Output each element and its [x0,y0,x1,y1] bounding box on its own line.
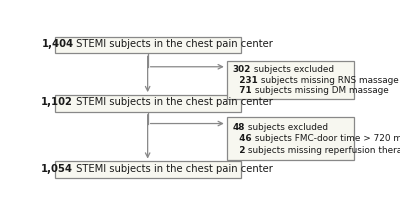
Text: 1,404: 1,404 [41,39,74,49]
Text: 48: 48 [233,123,245,132]
Text: subjects excluded: subjects excluded [245,123,328,132]
Text: 1,054: 1,054 [41,164,73,174]
Text: STEMI subjects in the chest pain center: STEMI subjects in the chest pain center [74,39,273,49]
Text: 302: 302 [233,66,251,74]
Text: 46: 46 [233,134,252,143]
Bar [55,95,241,112]
Bar [227,61,354,99]
Text: subjects missing DM massage: subjects missing DM massage [252,86,388,95]
Text: subjects excluded: subjects excluded [251,66,334,74]
Text: subjects FMC-door time > 720 min: subjects FMC-door time > 720 min [252,134,400,143]
Bar [227,117,354,160]
Text: subjects missing reperfusion therapy time: subjects missing reperfusion therapy tim… [246,146,400,155]
Bar [55,37,241,53]
Text: 71: 71 [233,86,252,95]
Text: subjects missing RNS massage: subjects missing RNS massage [258,76,398,85]
Text: 1,102: 1,102 [41,97,73,107]
Text: 2: 2 [233,146,246,155]
Text: STEMI subjects in the chest pain center: STEMI subjects in the chest pain center [73,97,273,107]
Text: 231: 231 [233,76,258,85]
Bar [55,161,241,178]
Text: STEMI subjects in the chest pain center: STEMI subjects in the chest pain center [73,164,273,174]
